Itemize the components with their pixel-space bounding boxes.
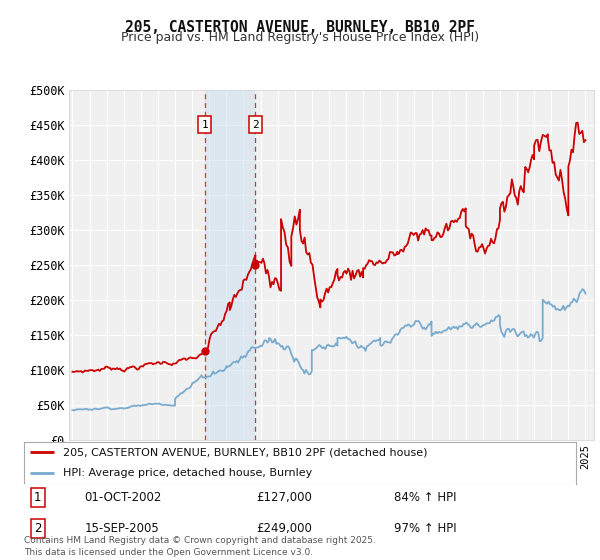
Bar: [205, 90, 256, 440]
Text: 97% ↑ HPI: 97% ↑ HPI: [394, 522, 457, 535]
Text: 1: 1: [202, 120, 208, 129]
Text: 205, CASTERTON AVENUE, BURNLEY, BB10 2PF: 205, CASTERTON AVENUE, BURNLEY, BB10 2PF: [125, 20, 475, 35]
Text: 2: 2: [252, 120, 259, 129]
Text: 1: 1: [34, 491, 41, 504]
Text: £127,000: £127,000: [256, 491, 312, 504]
Text: Contains HM Land Registry data © Crown copyright and database right 2025.
This d: Contains HM Land Registry data © Crown c…: [24, 536, 376, 557]
Text: 15-SEP-2005: 15-SEP-2005: [85, 522, 160, 535]
Text: £249,000: £249,000: [256, 522, 312, 535]
Text: HPI: Average price, detached house, Burnley: HPI: Average price, detached house, Burn…: [62, 469, 312, 478]
Text: 205, CASTERTON AVENUE, BURNLEY, BB10 2PF (detached house): 205, CASTERTON AVENUE, BURNLEY, BB10 2PF…: [62, 447, 427, 458]
Text: 84% ↑ HPI: 84% ↑ HPI: [394, 491, 457, 504]
Text: 2: 2: [34, 522, 41, 535]
Text: 01-OCT-2002: 01-OCT-2002: [85, 491, 162, 504]
Text: Price paid vs. HM Land Registry's House Price Index (HPI): Price paid vs. HM Land Registry's House …: [121, 31, 479, 44]
